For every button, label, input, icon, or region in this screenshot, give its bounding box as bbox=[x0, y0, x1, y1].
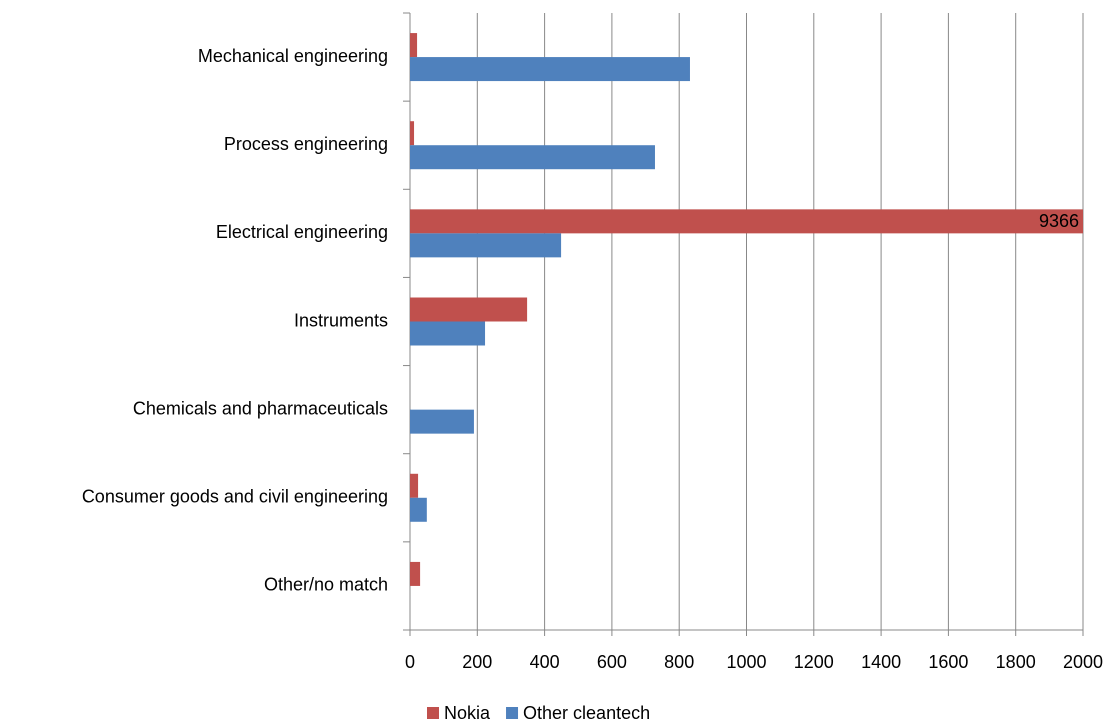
bar bbox=[410, 233, 562, 258]
x-tick-label: 200 bbox=[462, 652, 492, 672]
bar bbox=[410, 321, 486, 346]
bar bbox=[410, 57, 690, 82]
bar bbox=[410, 497, 427, 522]
x-tick-label: 800 bbox=[664, 652, 694, 672]
y-tick-label: Process engineering bbox=[224, 134, 388, 154]
bars bbox=[410, 33, 1083, 586]
y-tick-label: Mechanical engineering bbox=[198, 46, 388, 66]
labels: 0 200 400 600 800 1000 1200 1400 1600 1800 2000 Mec… bbox=[82, 46, 1103, 723]
data-label: 9366 bbox=[1039, 211, 1079, 231]
bar bbox=[410, 561, 421, 586]
y-tick-label: Instruments bbox=[294, 310, 388, 330]
legend-swatch bbox=[506, 707, 519, 719]
y-tick-label: Consumer goods and civil engineering bbox=[82, 487, 388, 507]
bar bbox=[410, 409, 474, 434]
bar bbox=[410, 33, 418, 58]
x-tick-label: 1600 bbox=[928, 652, 968, 672]
bar bbox=[410, 473, 419, 498]
y-tick-label: Chemicals and pharmaceuticals bbox=[133, 398, 388, 418]
x-tick-label: 1000 bbox=[726, 652, 766, 672]
y-tick-label: Other/no match bbox=[264, 575, 388, 595]
x-tick-label: 2000 bbox=[1063, 652, 1103, 672]
bar bbox=[410, 297, 528, 322]
x-tick-label: 1200 bbox=[794, 652, 834, 672]
bar bbox=[410, 121, 415, 146]
x-tick-label: 600 bbox=[597, 652, 627, 672]
x-tick-label: 1400 bbox=[861, 652, 901, 672]
x-tick-label: 1800 bbox=[996, 652, 1036, 672]
x-tick-label: 0 bbox=[405, 652, 415, 672]
legend-label: Nokia bbox=[444, 703, 491, 723]
grid bbox=[403, 12, 1084, 636]
bar bbox=[410, 145, 655, 170]
legend-label: Other cleantech bbox=[523, 703, 650, 723]
x-tick-label: 400 bbox=[530, 652, 560, 672]
y-tick-label: Electrical engineering bbox=[216, 222, 388, 242]
bar bbox=[410, 209, 1083, 234]
legend-swatch bbox=[427, 707, 439, 719]
